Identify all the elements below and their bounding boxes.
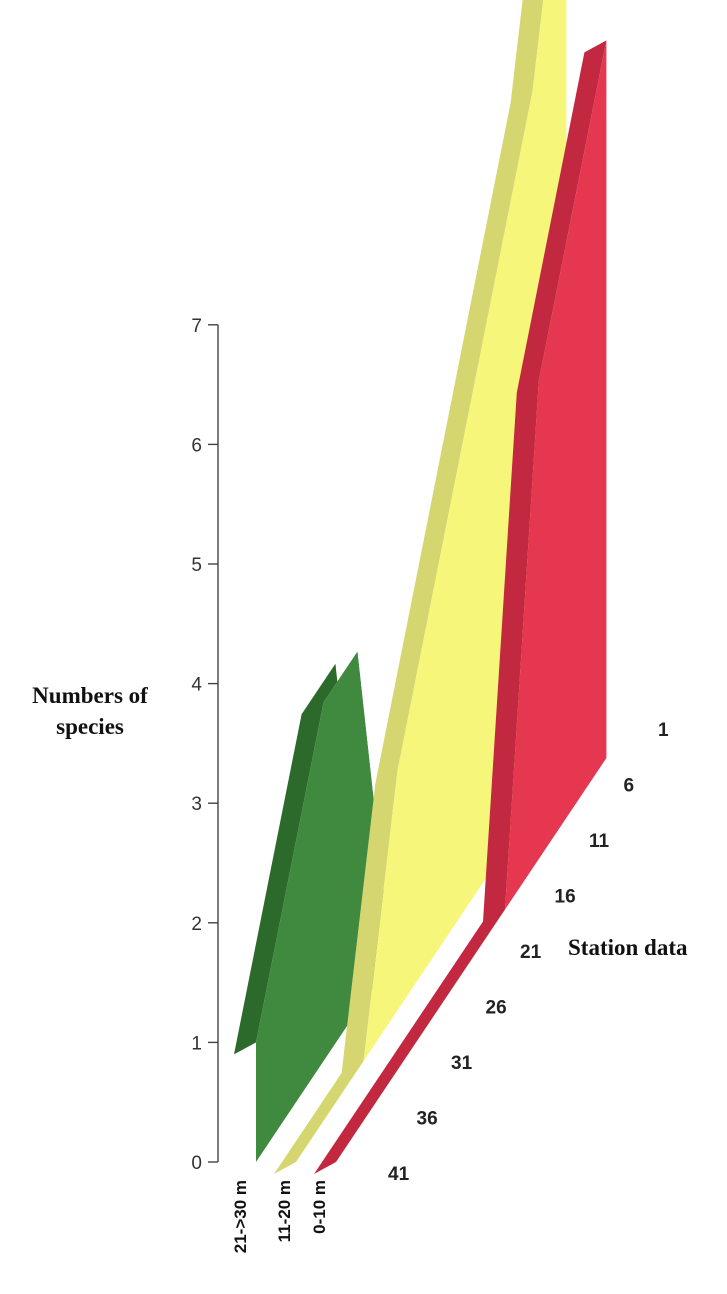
series-top-strip [314, 40, 607, 1174]
y-axis: 0 1 2 3 4 5 6 7 [191, 316, 219, 1174]
series-front-face [336, 40, 607, 1162]
y-tick-label: 4 [191, 675, 202, 696]
series-top-strip [234, 651, 527, 1055]
y-tick-label: 1 [191, 1033, 202, 1054]
y-axis-label-line1: Numbers of [32, 683, 148, 708]
station-tick-label: 6 [624, 776, 635, 797]
station-tick-label: 41 [388, 1164, 410, 1185]
series-depth-label: 0-10 m [310, 1180, 329, 1234]
series-front-face [296, 0, 567, 1162]
series-front-face [256, 651, 527, 1162]
y-axis-label-line2: species [56, 714, 124, 739]
y-tick-label: 0 [191, 1153, 202, 1174]
station-tick-label: 26 [486, 998, 507, 1019]
series-depth-label: 11-20 m [275, 1180, 294, 1242]
y-tick-label: 3 [191, 794, 202, 815]
y-tick-label: 5 [191, 555, 202, 576]
x-axis-label: Station data [568, 935, 688, 960]
station-tick-label: 1 [658, 720, 669, 741]
y-tick-label: 7 [191, 316, 202, 337]
y-tick-label: 2 [191, 914, 202, 935]
y-tick-label: 6 [191, 435, 202, 456]
series-depth-label: 21->30 m [231, 1180, 250, 1253]
station-tick-label: 11 [589, 831, 610, 852]
station-tick-label: 16 [555, 887, 576, 908]
station-tick-label: 31 [451, 1053, 473, 1074]
station-tick-label: 36 [417, 1109, 438, 1130]
series-walls [234, 0, 607, 1174]
station-tick-label: 21 [520, 942, 542, 963]
series-top-strip [274, 0, 544, 1174]
series-labels: 21->30 m 11-20 m 0-10 m [231, 1180, 329, 1253]
